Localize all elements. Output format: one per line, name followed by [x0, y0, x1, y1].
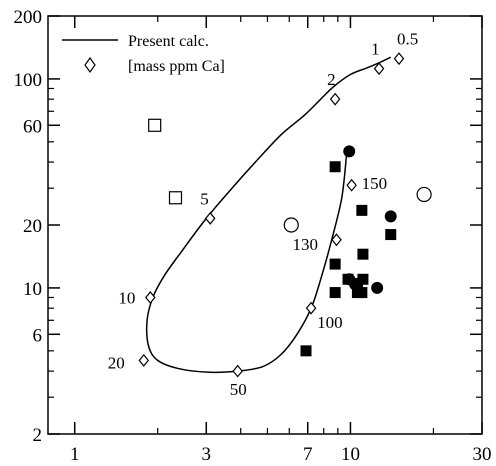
calc-ca-point [373, 62, 385, 76]
x-tick-label: 1 [70, 444, 80, 465]
ca-point-label: 5 [200, 189, 209, 208]
x-tick-label: 7 [303, 444, 313, 465]
ca-point-label: 130 [292, 235, 318, 254]
point-label-layer: 20 10 5 50 100 130 150 2 1 0.5 [108, 30, 418, 399]
y-tick-label: 20 [23, 216, 42, 237]
calc-ca-point [331, 233, 342, 247]
ca-point-label: 10 [118, 288, 135, 307]
calc-ca-point [329, 92, 341, 106]
ca-point-label: 50 [230, 380, 247, 399]
open-circle-point [416, 186, 432, 203]
filled-square-point [357, 273, 369, 285]
filled-square-point [329, 161, 341, 173]
open-square-point [168, 191, 183, 205]
filled-circle-point [371, 281, 384, 294]
calc-ca-point [393, 52, 405, 66]
open-square-point [148, 118, 162, 132]
axis-ticks [48, 15, 483, 435]
filled-circle-point [349, 278, 362, 291]
y-tick-label: 200 [14, 7, 43, 28]
ca-point-label: 2 [327, 70, 336, 89]
ca-point-label: 0.5 [397, 30, 418, 49]
marker-layer [138, 52, 432, 378]
legend-diamond-symbol [84, 56, 96, 74]
filled-square-point [357, 248, 369, 260]
ca-point-label: 1 [371, 40, 380, 59]
calc-curve-layer [145, 56, 392, 374]
filled-square-point [356, 287, 368, 299]
calc-curve [145, 56, 392, 374]
filled-square-point [300, 345, 312, 357]
y-tick-label: 60 [23, 116, 42, 137]
open-circle-point [283, 217, 299, 233]
y-tick-label: 10 [23, 279, 42, 300]
calc-ca-point [232, 364, 243, 378]
x-tick-label: 10 [341, 444, 360, 465]
filled-square-point [385, 229, 397, 241]
ca-point-label: 100 [317, 313, 343, 332]
y-tick-label: 100 [14, 70, 43, 91]
legend-entry-ca: [mass ppm Ca] [128, 58, 225, 75]
calc-ca-point [204, 211, 216, 225]
legend-entry-calc: Present calc. [128, 33, 209, 50]
ca-point-label: 150 [362, 174, 388, 193]
ca-point-label: 20 [108, 353, 125, 372]
calc-ca-point [138, 353, 150, 367]
filled-circle-point [343, 145, 356, 158]
y-tick-label: 6 [33, 325, 43, 346]
filled-square-point [356, 204, 368, 216]
filled-square-point [329, 258, 341, 270]
x-tick-label: 3 [202, 444, 212, 465]
calc-ca-point [305, 301, 317, 315]
x-tick-label: 30 [473, 444, 492, 465]
legend: Present calc. [mass ppm Ca] [62, 33, 225, 75]
axis-tick-labels: 1 3 7 10 30 2 6 10 20 60 100 200 [14, 7, 492, 465]
filled-square-point [329, 287, 341, 299]
calc-ca-point [346, 178, 357, 192]
calc-ca-point [145, 291, 156, 304]
y-tick-label: 2 [33, 425, 43, 446]
filled-circle-point [384, 210, 397, 223]
